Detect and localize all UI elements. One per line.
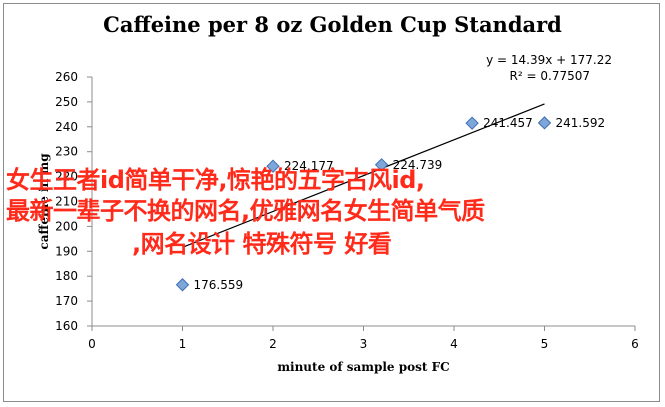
y-tick-label: 240: [55, 120, 78, 134]
x-axis-ticks: 0 1 2 3 4 5 6: [88, 326, 639, 351]
data-point-marker: [266, 159, 280, 173]
x-tick-label: 5: [541, 337, 549, 351]
data-point-marker: [175, 278, 190, 292]
y-tick-label: 230: [55, 145, 78, 159]
x-tick-label: 3: [360, 337, 368, 351]
trendline-equation: y = 14.39x + 177.22: [486, 53, 612, 67]
x-tick-label: 0: [88, 337, 96, 351]
data-point-label: 241.592: [556, 116, 606, 130]
overlay-text-line-2: 最新一辈子不换的网名,优雅网名女生简单气质: [6, 197, 485, 225]
y-tick-label: 190: [55, 244, 78, 258]
y-tick-label: 260: [55, 70, 78, 84]
y-tick-label: 220: [55, 170, 78, 184]
data-point-label: 224.739: [393, 158, 443, 172]
x-tick-label: 2: [269, 337, 277, 351]
y-tick-label: 210: [55, 195, 78, 209]
x-tick-label: 6: [631, 337, 639, 351]
data-point-marker: [374, 158, 389, 172]
trendline-r-squared: R² = 0.77507: [510, 69, 590, 83]
x-axis-label: minute of sample post FC: [277, 360, 449, 374]
data-point-label: 224.177: [284, 159, 334, 173]
trendline: [182, 103, 545, 248]
data-point-marker: [537, 116, 552, 130]
data-point-label: 241.457: [483, 116, 533, 130]
overlay-text-line-1: 女生王者id简单干净,惊艳的五字古风id,: [6, 166, 425, 194]
overlay-text-line-3: ,网名设计 特殊符号 好看: [132, 230, 392, 258]
chart-frame: [3, 3, 660, 402]
x-tick-label: 4: [450, 337, 458, 351]
y-axis-label: caffeine in mg: [37, 153, 51, 250]
x-tick-label: 1: [179, 337, 187, 351]
data-point-label: 176.559: [194, 278, 244, 292]
y-tick-label: 180: [55, 269, 78, 283]
data-point-marker: [465, 116, 479, 130]
data-points: 176.559 224.177 224.739 241.457 241.592: [175, 116, 606, 292]
y-tick-label: 200: [55, 219, 78, 233]
y-tick-label: 250: [55, 95, 78, 109]
y-tick-label: 160: [55, 319, 78, 333]
y-tick-label: 170: [55, 294, 78, 308]
chart-title: Caffeine per 8 oz Golden Cup Standard: [103, 12, 562, 37]
y-axis-ticks: 160 170 180 190 200 210 220 230 240 250 260: [55, 70, 92, 333]
